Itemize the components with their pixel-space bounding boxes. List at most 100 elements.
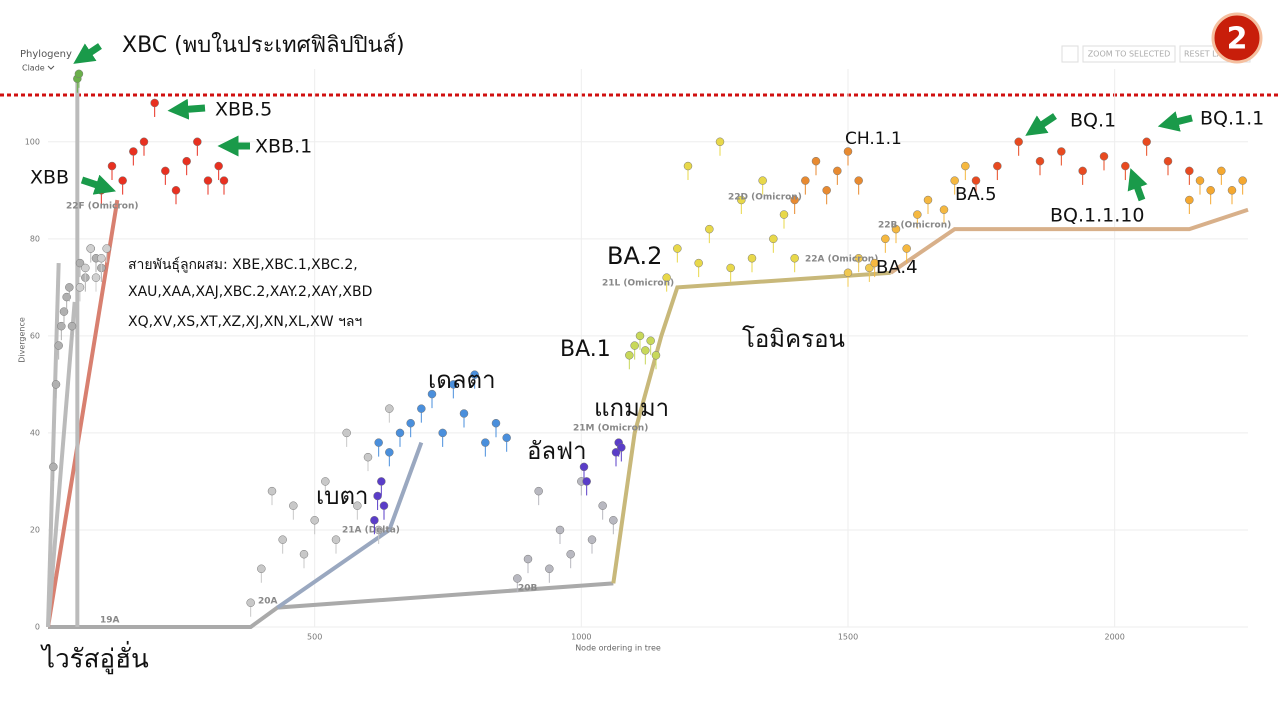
tree-node — [193, 137, 202, 147]
branch — [46, 263, 61, 628]
clade-label: 20B — [518, 584, 538, 594]
zoom-button-label[interactable]: ZOOM TO SELECTED — [1088, 50, 1171, 59]
tree-node — [102, 244, 111, 253]
annotation: สายพันธุ์ลูกผสม: XBE,XBC.1,XBC.2, — [128, 256, 358, 273]
annotation: XBB.1 — [255, 136, 312, 158]
tree-node — [438, 428, 447, 438]
tree-node — [737, 195, 746, 205]
tree-node — [534, 486, 543, 496]
tree-node — [993, 161, 1002, 171]
tree-node — [370, 516, 379, 525]
tree-node — [566, 549, 575, 559]
annotation: BA.4 — [876, 257, 918, 278]
tree-node — [769, 234, 778, 244]
annotation: เบตา — [316, 482, 369, 510]
y-axis-label: Divergence — [18, 317, 27, 363]
tree-node — [299, 549, 309, 559]
tree-node — [961, 161, 970, 171]
tree-node — [1238, 176, 1247, 185]
tree-node — [171, 186, 181, 195]
annotation: โอมิครอน — [742, 325, 845, 353]
tree-node — [481, 438, 490, 447]
tree-node — [545, 564, 554, 574]
tree-node — [662, 273, 671, 282]
zoom-button[interactable] — [1082, 45, 1176, 63]
tree-node — [49, 462, 58, 472]
annotation: แกมมา — [594, 394, 669, 422]
tree-node — [470, 370, 479, 379]
tree-node — [342, 428, 351, 438]
tree-node — [182, 156, 191, 166]
annotation: CH.1.1 — [845, 129, 902, 149]
tree-node — [54, 341, 63, 350]
tree-node — [651, 351, 661, 360]
annotation: XAU,XAA,XAJ,XBC.2,XAY.2,XAY,XBD — [128, 284, 372, 300]
tree-node — [747, 253, 757, 263]
green-arrow — [73, 43, 102, 64]
clade-label: 21A (Delta) — [342, 526, 400, 536]
tree-node — [843, 268, 853, 278]
zoom-icon-button[interactable] — [1061, 45, 1079, 63]
tree-node — [801, 176, 810, 185]
green-arrow — [80, 174, 116, 195]
y-tick-label: 80 — [30, 234, 40, 243]
tree-node — [673, 244, 682, 253]
tree-node — [641, 346, 650, 355]
green-arrow — [1127, 168, 1148, 202]
tree-node — [587, 535, 597, 544]
annotation: BQ.1.1.10 — [1050, 205, 1144, 227]
tree-node — [139, 137, 149, 147]
branch — [48, 581, 614, 629]
tree-node — [150, 98, 159, 108]
x-axis-label: Node ordering in tree — [575, 644, 661, 653]
tree-node — [822, 186, 831, 195]
tree-node — [646, 336, 655, 345]
clade-label: 21M (Omicron) — [573, 424, 648, 434]
tree-node — [913, 210, 922, 219]
dropdown-chevron[interactable] — [47, 65, 55, 70]
y-tick-label: 0 — [35, 623, 40, 632]
tree-node — [854, 253, 863, 263]
annotation: BA.1 — [560, 337, 611, 362]
branch — [611, 270, 891, 584]
tree-node — [203, 176, 213, 185]
tree-node — [491, 418, 501, 428]
reset-button-label[interactable]: RESET LAYOUT — [1184, 50, 1243, 59]
tree-node — [625, 351, 634, 360]
tree-node — [630, 341, 639, 350]
tree-node — [555, 525, 565, 535]
branch — [276, 441, 424, 610]
tree-node — [118, 176, 127, 185]
tree-node — [65, 283, 74, 292]
tree-node — [427, 389, 437, 399]
green-arrow — [1025, 113, 1057, 136]
branch — [46, 301, 77, 628]
tree-node — [129, 147, 138, 156]
tree-node — [75, 258, 85, 268]
tree-node — [377, 477, 386, 486]
tree-node — [523, 554, 533, 564]
clade-label: 22B (Omicron) — [878, 221, 951, 231]
tree-node — [1185, 166, 1194, 176]
tree-node — [811, 156, 821, 166]
tree-node — [459, 409, 469, 418]
tree-node — [1227, 186, 1237, 195]
tree-node — [278, 535, 287, 544]
tree-node — [385, 448, 394, 457]
annotation: อัลฟา — [527, 437, 587, 465]
tree-node — [513, 574, 522, 583]
color-by[interactable]: Clade — [22, 64, 45, 73]
tree-node — [902, 244, 911, 253]
tree-node — [97, 253, 106, 263]
tree-node — [449, 380, 458, 389]
tree-node — [939, 205, 949, 214]
tree-node — [1206, 186, 1215, 195]
annotation: XBC (พบในประเทศฟิลิปปินส์) — [122, 32, 405, 58]
tree-node — [161, 166, 170, 176]
tree-node — [379, 501, 389, 510]
tree-node — [1163, 156, 1173, 166]
tree-node — [1078, 166, 1087, 176]
tree-node — [833, 166, 842, 176]
tree-node — [267, 486, 277, 496]
